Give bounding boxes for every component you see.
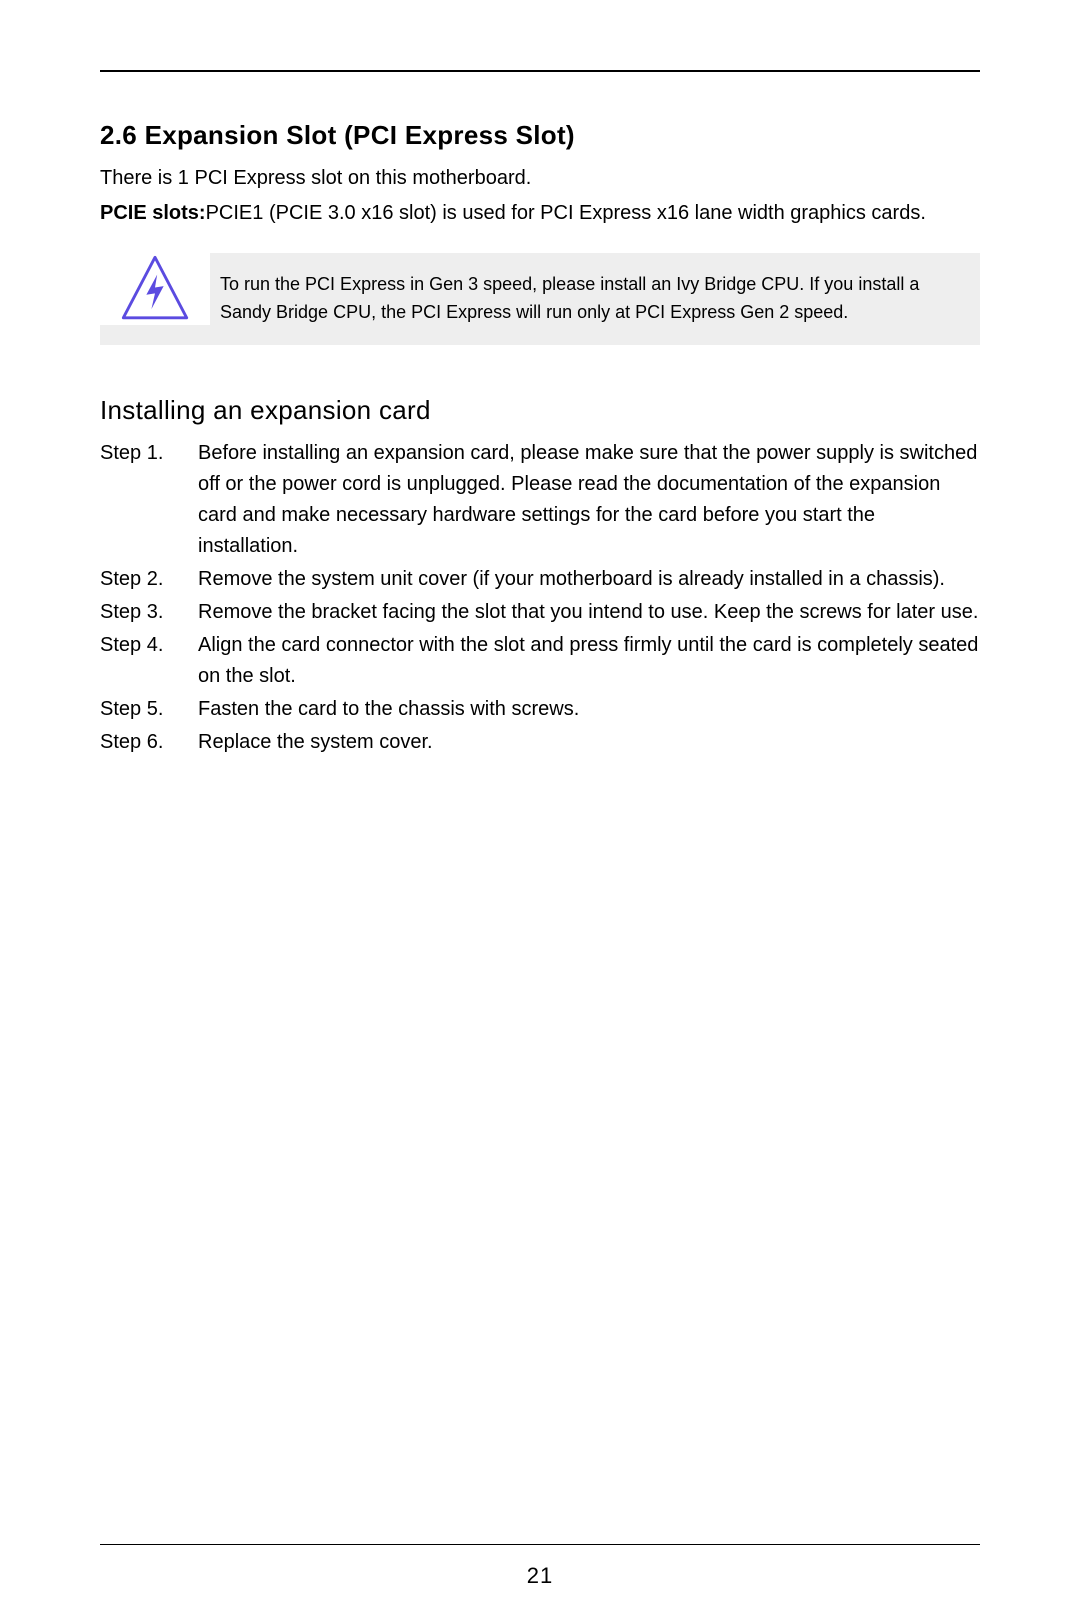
step-text: Before installing an expansion card, ple… [198, 438, 980, 562]
step-text: Fasten the card to the chassis with scre… [198, 694, 980, 725]
step-label: Step 1. [100, 438, 198, 562]
steps-list: Step 1.Before installing an expansion ca… [100, 438, 980, 758]
step-label: Step 5. [100, 694, 198, 725]
step-label: Step 3. [100, 597, 198, 628]
page-footer: 21 [100, 1544, 980, 1589]
step-text: Align the card connector with the slot a… [198, 630, 980, 692]
step-row: Step 3.Remove the bracket facing the slo… [100, 597, 980, 628]
step-row: Step 1.Before installing an expansion ca… [100, 438, 980, 562]
section-heading: 2.6 Expansion Slot (PCI Express Slot) [100, 120, 980, 151]
step-row: Step 4.Align the card connector with the… [100, 630, 980, 692]
intro-text: There is 1 PCI Express slot on this moth… [100, 163, 980, 194]
warning-text: To run the PCI Express in Gen 3 speed, p… [210, 271, 956, 327]
top-rule [100, 70, 980, 72]
pcie-slots-block: PCIE slots: PCIE1 (PCIE 3.0 x16 slot) is… [100, 198, 980, 229]
step-label: Step 2. [100, 564, 198, 595]
step-text: Remove the bracket facing the slot that … [198, 597, 980, 628]
bottom-rule [100, 1544, 980, 1545]
pcie-slots-description: PCIE1 (PCIE 3.0 x16 slot) is used for PC… [206, 198, 980, 229]
page-number: 21 [100, 1563, 980, 1589]
warning-callout: To run the PCI Express in Gen 3 speed, p… [100, 253, 980, 345]
step-row: Step 2.Remove the system unit cover (if … [100, 564, 980, 595]
step-text: Remove the system unit cover (if your mo… [198, 564, 980, 595]
pcie-slots-label: PCIE slots: [100, 198, 206, 229]
document-page: 2.6 Expansion Slot (PCI Express Slot) Th… [0, 0, 1080, 1619]
subheading: Installing an expansion card [100, 395, 980, 426]
step-row: Step 5.Fasten the card to the chassis wi… [100, 694, 980, 725]
step-text: Replace the system cover. [198, 727, 980, 758]
warning-icon [100, 253, 210, 325]
step-label: Step 6. [100, 727, 198, 758]
step-label: Step 4. [100, 630, 198, 692]
step-row: Step 6.Replace the system cover. [100, 727, 980, 758]
